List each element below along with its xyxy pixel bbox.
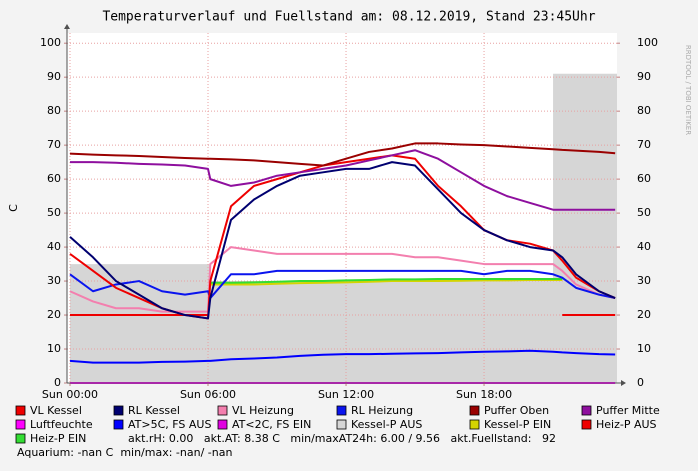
legend-swatch	[113, 419, 124, 430]
legend-label: VL Heizung	[232, 404, 294, 417]
line	[69, 161, 616, 320]
y2-tick-label: 50	[637, 206, 651, 219]
legend-label: RL Heizung	[351, 404, 413, 417]
legend-label: AT<2C, FS EIN	[232, 418, 311, 431]
x-tick-label: Sun 00:00	[42, 388, 98, 401]
legend-label: VL Kessel	[30, 404, 82, 417]
info-text: Aquarium: -nan C min/max: -nan/ -nan	[17, 446, 232, 459]
legend-label: Kessel-P AUS	[351, 418, 422, 431]
legend-label: Luftfeuchte	[30, 418, 93, 431]
y2-tick-label: 30	[637, 274, 651, 287]
legend-label: RL Kessel	[128, 404, 180, 417]
y2-tick-label: 10	[637, 342, 651, 355]
y2-tick-label: 0	[637, 376, 644, 389]
legend-swatch	[581, 405, 592, 416]
areas	[69, 73, 618, 383]
y2-tick-label: 40	[637, 240, 651, 253]
y2-tick-label: 70	[637, 138, 651, 151]
y-tick-label: 100	[40, 36, 61, 49]
area	[69, 73, 618, 383]
line	[69, 349, 616, 364]
legend-swatch	[469, 419, 480, 430]
legend-swatch	[581, 419, 592, 430]
axis-arrow	[64, 24, 70, 29]
legend-swatch	[469, 405, 480, 416]
legend-swatch	[217, 405, 228, 416]
legend-swatch	[15, 419, 26, 430]
legend-label: Puffer Mitte	[596, 404, 660, 417]
info-text: akt.rH: 0.00 akt.AT: 8.38 C min/maxAT24h…	[128, 432, 556, 445]
y2-tick-label: 90	[637, 70, 651, 83]
legend-label: Heiz-P AUS	[596, 418, 657, 431]
y-tick-label: 60	[47, 172, 61, 185]
legend-swatch	[336, 405, 347, 416]
line	[69, 246, 616, 313]
x-tick-label: Sun 12:00	[318, 388, 374, 401]
line	[210, 279, 563, 286]
y-tick-label: 40	[47, 240, 61, 253]
y-tick-label: 0	[54, 376, 61, 389]
x-tick-label: Sun 06:00	[180, 388, 236, 401]
legend-label: AT>5C, FS AUS	[128, 418, 211, 431]
axes: 0 10 20 30 40 50 60 70 80 90 100 0 10 20 30 40 50 60 70 80 9…	[40, 24, 658, 401]
axis-arrow	[621, 380, 626, 386]
legend: VL Kessel RL Kessel VL Heizung RL Heizung Pu…	[15, 404, 660, 459]
legend-label: Puffer Oben	[484, 404, 549, 417]
grid	[67, 33, 617, 384]
y2-tick-label: 20	[637, 308, 651, 321]
y-tick-label: 70	[47, 138, 61, 151]
legend-swatch	[15, 433, 26, 444]
y2-tick-label: 80	[637, 104, 651, 117]
line	[69, 142, 616, 167]
line	[210, 278, 563, 284]
y-tick-label: 80	[47, 104, 61, 117]
y2-tick-label: 100	[637, 36, 658, 49]
y2-tick-label: 60	[637, 172, 651, 185]
y-tick-label: 50	[47, 206, 61, 219]
watermark: RRDTOOL / TOBI OETIKER	[684, 45, 692, 135]
y-tick-label: 20	[47, 308, 61, 321]
y-axis-label: C	[7, 204, 20, 212]
legend-label: Heiz-P EIN	[30, 432, 86, 445]
chart-title: Temperaturverlauf und Fuellstand am: 08.…	[102, 10, 595, 25]
y-tick-label: 30	[47, 274, 61, 287]
legend-swatch	[336, 419, 347, 430]
y-tick-label: 90	[47, 70, 61, 83]
legend-swatch	[15, 405, 26, 416]
legend-swatch	[217, 419, 228, 430]
x-tick-label: Sun 18:00	[456, 388, 512, 401]
line	[69, 269, 616, 300]
legend-label: Kessel-P EIN	[484, 418, 551, 431]
y-tick-label: 10	[47, 342, 61, 355]
legend-swatch	[113, 405, 124, 416]
line	[69, 149, 616, 211]
